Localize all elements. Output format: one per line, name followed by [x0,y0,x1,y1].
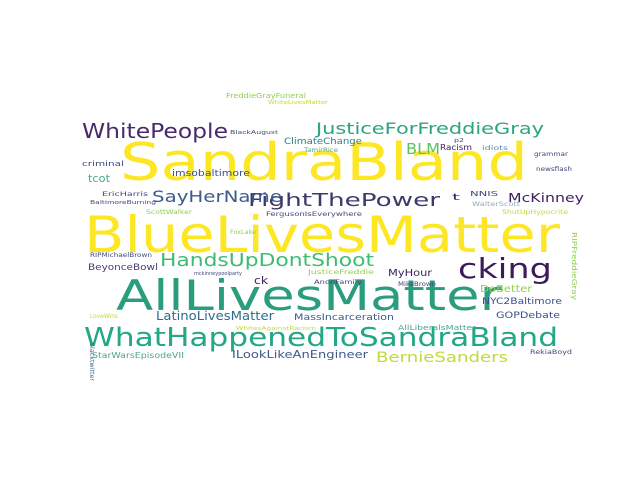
cloud-word: MikeBrown [398,281,436,288]
cloud-word: blacktwitter [88,343,95,382]
cloud-word: TamirRice [303,147,339,154]
cloud-word: HandsUpDontShoot [160,250,374,271]
cloud-word: WalterScott [472,201,521,208]
cloud-word: StarWarsEpisodeVII [92,351,184,360]
cloud-word: WhiteLivesMatter [268,100,329,106]
cloud-word: newsflash [536,166,572,173]
cloud-word: BlueLivesMatter [84,206,561,264]
cloud-word: BeyonceBowl [88,263,158,273]
cloud-word: MassIncarceration [294,313,394,323]
cloud-word: imsobaltimore [172,169,251,179]
cloud-word: ILookLikeAnEngineer [232,348,369,361]
cloud-word: mckinneypoolparty [194,271,242,277]
cloud-word: AllLiberalsMatter [398,324,476,332]
cloud-word: t [452,193,461,203]
cloud-word: cking [458,252,552,285]
cloud-word: WhatHappenedToSandraBland [84,323,558,353]
cloud-word: tcot [88,172,111,185]
cloud-word: criminal [82,160,124,168]
cloud-word: JusticeFreddie [306,269,374,276]
cloud-word: RIPFreddieGray [570,232,578,300]
cloud-word: BlackAugust [230,130,278,136]
cloud-word: WhitePeople [82,119,228,143]
cloud-word: NYC2Baltimore [482,297,563,307]
cloud-word: p2 [454,138,464,144]
cloud-word: BLM [406,140,440,158]
cloud-word: RIPMichaelBrown [90,252,152,259]
cloud-word: BaltimoreBurning [90,200,156,206]
cloud-word: FergusonIsEverywhere [266,211,362,218]
cloud-word: RekiaBoyd [530,349,572,356]
cloud-word: LatinoLivesMatter [156,309,274,323]
cloud-word: SandraBland [120,133,528,193]
cloud-word: Racism [440,143,472,152]
cloud-word: FightThePower [248,190,441,211]
cloud-word: JusticeForFreddieGray [315,119,544,138]
cloud-word: ck [254,274,269,287]
cloud-word: DoBetter [480,284,533,295]
cloud-word: idiots [482,145,508,152]
cloud-word: MyHour [388,268,433,279]
cloud-word: ScottWalker [146,209,193,216]
cloud-word: EricHarris [102,191,148,198]
cloud-word: NNIS [470,190,499,198]
cloud-word: ShutUpHypocrite [502,209,568,216]
cloud-word: BernieSanders [376,350,508,366]
cloud-word: AnonFamily [314,279,363,286]
cloud-word: McKinney [508,191,584,205]
cloud-word: FoxLake [230,229,256,236]
cloud-word: WhitesAgainstRacism [236,326,316,332]
cloud-word: SayHerName [152,187,282,206]
cloud-word: grammar [534,151,569,158]
cloud-word: FreddieGrayFuneral [226,92,306,100]
cloud-word: AllLivesMatter [116,271,503,320]
cloud-word: LoveWins [90,313,118,320]
cloud-word: ClimateChange [284,137,363,147]
cloud-word: GOPDebate [496,311,561,321]
